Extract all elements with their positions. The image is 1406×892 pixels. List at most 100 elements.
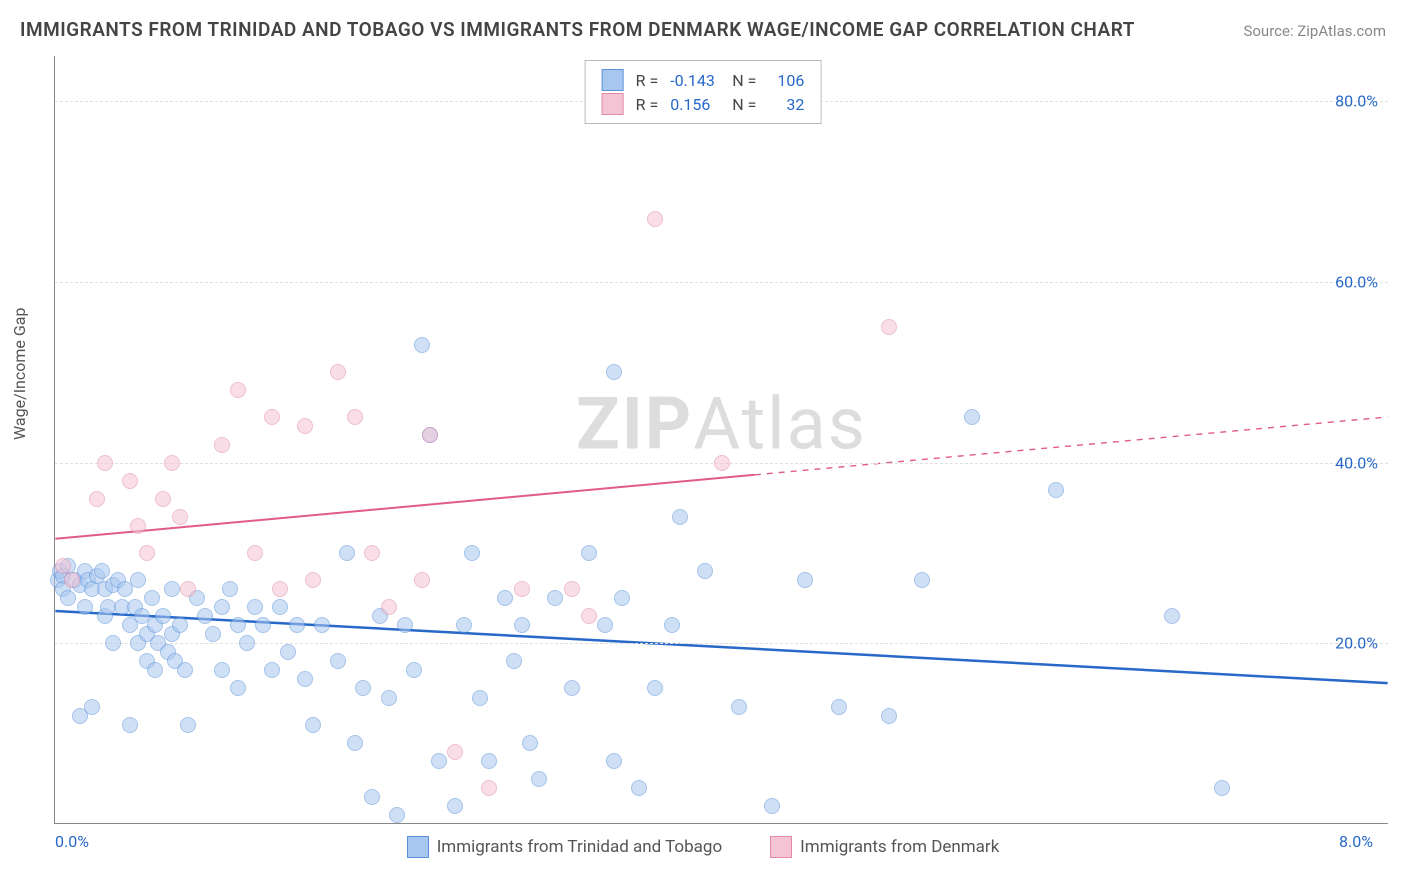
bottom-legend: Immigrants from Trinidad and Tobago Immig…: [0, 836, 1406, 858]
data-point: [247, 545, 263, 561]
y-tick-label: 20.0%: [1335, 634, 1378, 653]
data-point: [77, 599, 93, 615]
chart-title: IMMIGRANTS FROM TRINIDAD AND TOBAGO VS I…: [20, 18, 1135, 41]
data-point: [389, 807, 405, 823]
legend-swatch: [407, 836, 429, 858]
data-point: [289, 617, 305, 633]
data-point: [164, 455, 180, 471]
data-point: [472, 690, 488, 706]
data-point: [97, 455, 113, 471]
data-point: [230, 382, 246, 398]
stat-n-label: N =: [732, 95, 756, 114]
data-point: [94, 563, 110, 579]
data-point: [130, 518, 146, 534]
data-point: [581, 545, 597, 561]
data-point: [647, 211, 663, 227]
data-point: [177, 662, 193, 678]
data-point: [647, 680, 663, 696]
data-point: [172, 509, 188, 525]
data-point: [172, 617, 188, 633]
data-point: [197, 608, 213, 624]
source-label: Source: ZipAtlas.com: [1243, 22, 1386, 40]
y-axis-label: Wage/Income Gap: [10, 308, 29, 440]
data-point: [797, 572, 813, 588]
stat-n-value: 32: [768, 95, 804, 114]
trend-lines: [55, 56, 1388, 823]
data-point: [614, 590, 630, 606]
data-point: [531, 771, 547, 787]
stat-n-label: N =: [732, 71, 756, 90]
data-point: [497, 590, 513, 606]
x-tick-label: 0.0%: [55, 832, 89, 851]
stat-r-label: R =: [636, 95, 659, 114]
legend-item: Immigrants from Denmark: [766, 836, 1003, 858]
legend-label: Immigrants from Trinidad and Tobago: [437, 837, 722, 857]
data-point: [180, 717, 196, 733]
data-point: [60, 590, 76, 606]
data-point: [697, 563, 713, 579]
data-point: [481, 780, 497, 796]
data-point: [456, 617, 472, 633]
grid-line: [55, 282, 1388, 283]
data-point: [547, 590, 563, 606]
data-point: [914, 572, 930, 588]
data-point: [714, 455, 730, 471]
data-point: [239, 635, 255, 651]
data-point: [881, 319, 897, 335]
y-tick-label: 40.0%: [1335, 453, 1378, 472]
data-point: [297, 418, 313, 434]
grid-line: [55, 643, 1388, 644]
data-point: [414, 572, 430, 588]
data-point: [381, 690, 397, 706]
data-point: [339, 545, 355, 561]
data-point: [447, 798, 463, 814]
data-point: [764, 798, 780, 814]
y-tick-label: 60.0%: [1335, 272, 1378, 291]
data-point: [731, 699, 747, 715]
data-point: [214, 662, 230, 678]
legend-item: Immigrants from Trinidad and Tobago: [403, 836, 726, 858]
data-point: [255, 617, 271, 633]
data-point: [214, 437, 230, 453]
data-point: [597, 617, 613, 633]
data-point: [122, 717, 138, 733]
data-point: [180, 581, 196, 597]
data-point: [881, 708, 897, 724]
data-point: [272, 599, 288, 615]
stat-r-label: R =: [636, 71, 659, 90]
data-point: [144, 590, 160, 606]
data-point: [381, 599, 397, 615]
data-point: [147, 662, 163, 678]
data-point: [514, 617, 530, 633]
data-point: [431, 753, 447, 769]
data-point: [347, 409, 363, 425]
y-tick-label: 80.0%: [1335, 92, 1378, 111]
stats-row: R =-0.143N =106: [602, 69, 805, 91]
data-point: [347, 735, 363, 751]
data-point: [831, 699, 847, 715]
data-point: [1214, 780, 1230, 796]
data-point: [564, 581, 580, 597]
data-point: [672, 509, 688, 525]
data-point: [122, 473, 138, 489]
data-point: [664, 617, 680, 633]
data-point: [272, 581, 288, 597]
data-point: [205, 626, 221, 642]
data-point: [964, 409, 980, 425]
data-point: [364, 545, 380, 561]
data-point: [264, 662, 280, 678]
data-point: [305, 572, 321, 588]
data-point: [230, 680, 246, 696]
data-point: [1048, 482, 1064, 498]
data-point: [214, 599, 230, 615]
data-point: [314, 617, 330, 633]
data-point: [564, 680, 580, 696]
stat-n-value: 106: [768, 71, 804, 90]
legend-swatch: [770, 836, 792, 858]
data-point: [155, 491, 171, 507]
data-point: [1164, 608, 1180, 624]
x-tick-label: 8.0%: [1339, 832, 1373, 851]
data-point: [355, 680, 371, 696]
data-point: [606, 753, 622, 769]
data-point: [522, 735, 538, 751]
